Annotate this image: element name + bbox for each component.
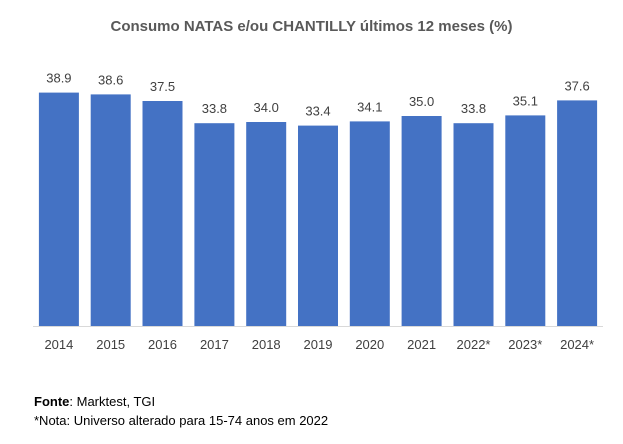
tick-label-2020: 2020: [355, 337, 384, 352]
source-line: Fonte: Marktest, TGI: [34, 392, 328, 411]
value-label-2021: 35.0: [409, 94, 434, 109]
value-label-2014: 38.9: [46, 71, 71, 86]
bar-2024*: [557, 100, 598, 327]
value-label-2020: 34.1: [357, 99, 382, 114]
tick-label-2023*: 2023*: [508, 337, 542, 352]
value-label-2022*: 33.8: [461, 101, 486, 116]
bar-2018: [246, 122, 287, 326]
source-label: Fonte: [34, 394, 70, 409]
value-label-2019: 33.4: [305, 104, 330, 119]
bar-2014: [38, 92, 79, 326]
value-label-2015: 38.6: [98, 72, 123, 87]
tick-label-2016: 2016: [148, 337, 177, 352]
bar-2021: [401, 116, 442, 326]
tick-labels-group: 2014 2015 2016 2017 2018 2019 2020 2021 2022* 202…: [44, 337, 594, 352]
value-label-2017: 33.8: [202, 101, 227, 116]
bar-chart: 38.9 38.6 37.5 33.8 34.0 33.4 34.1 35.0 33.8 35.1…: [33, 71, 603, 352]
tick-label-2022*: 2022*: [457, 337, 491, 352]
tick-label-2017: 2017: [200, 337, 229, 352]
bar-2015: [90, 94, 131, 327]
bar-2022*: [453, 123, 494, 326]
bar-2017: [194, 123, 235, 326]
value-label-2016: 37.5: [150, 79, 175, 94]
note-line: *Nota: Universo alterado para 15-74 anos…: [34, 413, 329, 428]
value-label-2024*: 37.6: [564, 78, 589, 93]
bar-2016: [142, 101, 183, 326]
value-label-2023*: 35.1: [513, 93, 538, 108]
tick-label-2018: 2018: [252, 337, 281, 352]
tick-label-2019: 2019: [304, 337, 333, 352]
bars-group: [38, 92, 598, 327]
tick-label-2024*: 2024*: [560, 337, 594, 352]
bar-2023*: [505, 115, 546, 327]
value-label-2018: 34.0: [254, 100, 279, 115]
tick-label-2021: 2021: [407, 337, 436, 352]
chart-title: Consumo NATAS e/ou CHANTILLY últimos 12 …: [110, 18, 513, 35]
bar-2019: [298, 125, 338, 326]
source-text: : Marktest, TGI: [69, 394, 156, 409]
tick-label-2014: 2014: [44, 337, 73, 352]
bar-2020: [349, 121, 390, 327]
value-labels-group: 38.9 38.6 37.5 33.8 34.0 33.4 34.1 35.0 33.8 35.1…: [46, 71, 590, 119]
tick-label-2015: 2015: [96, 337, 125, 352]
footnotes: Fonte: Marktest, TGI *Nota: Universo alt…: [34, 392, 328, 430]
